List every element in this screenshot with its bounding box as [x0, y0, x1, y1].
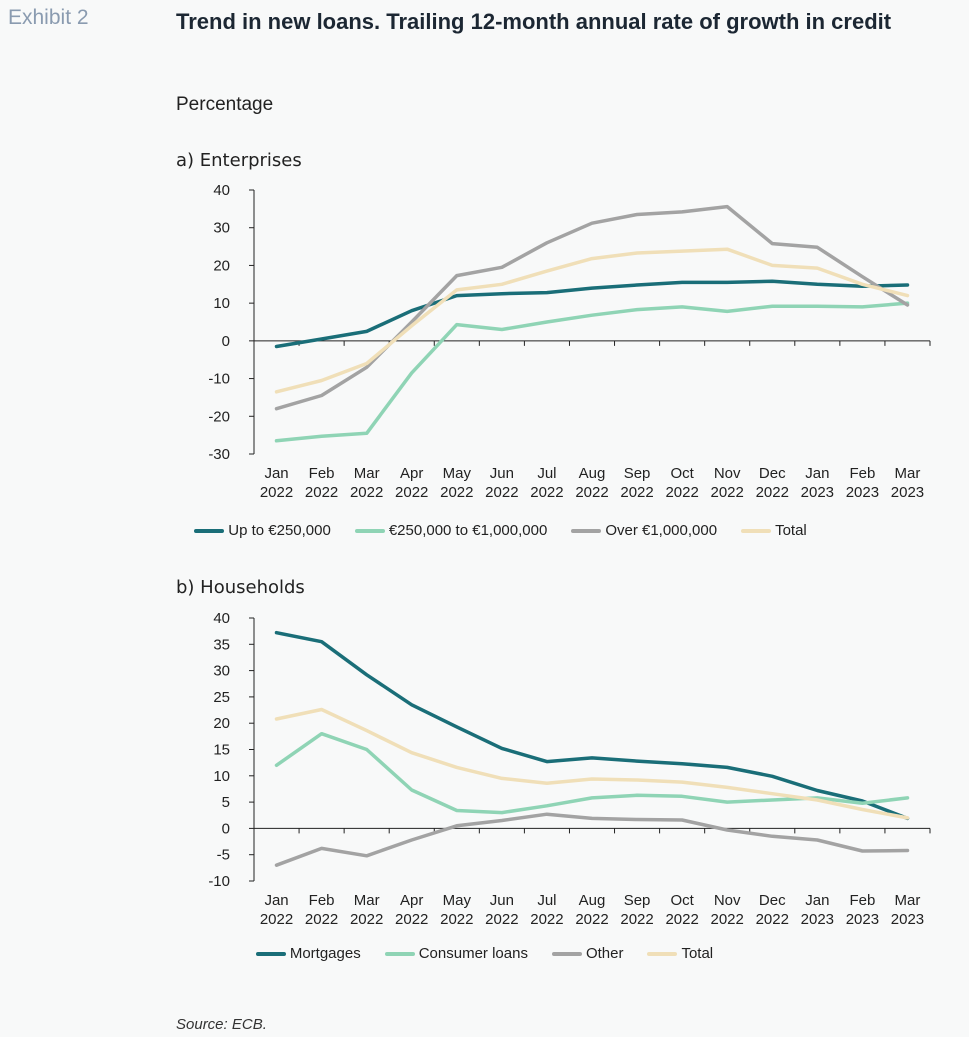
x-tick-label: Apr 2022 — [395, 892, 428, 928]
legend-label: Over €1,000,000 — [605, 522, 718, 539]
y-tick-label: 0 — [222, 820, 230, 837]
x-tick-label: Feb 2023 — [846, 465, 879, 501]
x-tick-label: Nov 2022 — [711, 465, 744, 501]
x-tick-label: Jun 2022 — [485, 465, 518, 501]
chart-title: Trend in new loans. Trailing 12-month an… — [176, 9, 892, 34]
y-tick-label: 10 — [213, 768, 230, 785]
legend-label: Up to €250,000 — [228, 522, 331, 539]
y-tick-label: 5 — [222, 794, 230, 811]
enterprises-chart: 40 30 20 10 0 -10 -20 -30 Jan 2022 Feb 2022 Mar 2022 A… — [208, 182, 931, 501]
legend-label: €250,000 to €1,000,000 — [388, 522, 548, 539]
households-legend: Mortgages Consumer loans Other Total — [0, 945, 969, 962]
legend-item: €250,000 to €1,000,000 — [354, 522, 548, 539]
legend-item: Over €1,000,000 — [571, 522, 717, 539]
panel-b-title: b) Households — [176, 577, 305, 598]
y-tick-label: 40 — [213, 610, 230, 627]
x-tick-label: Mar 2022 — [350, 465, 383, 501]
y-tick-label: 20 — [213, 715, 230, 732]
y-tick-label: 30 — [213, 220, 230, 237]
x-tick-label: Dec 2022 — [756, 892, 789, 928]
legend-swatch — [741, 528, 772, 533]
x-tick-label: Sep 2022 — [620, 892, 653, 928]
x-tick-label: Nov 2022 — [711, 892, 744, 928]
x-tick-label: Feb 2023 — [846, 892, 879, 928]
legend-label: Other — [585, 945, 624, 962]
x-tick-label: Sep 2022 — [620, 465, 653, 501]
x-tick-label: Aug 2022 — [575, 892, 608, 928]
x-tick-label: Apr 2022 — [395, 465, 428, 501]
legend-item: Up to €250,000 — [194, 522, 331, 539]
legend-item: Total — [647, 945, 713, 962]
legend-item: Total — [741, 522, 807, 539]
x-tick-label: Oct 2022 — [665, 892, 698, 928]
legend-label: Total — [681, 945, 714, 962]
series-line-1 — [274, 630, 910, 821]
x-tick-label: Feb 2022 — [305, 465, 338, 501]
x-tick-label: Dec 2022 — [756, 465, 789, 501]
households-chart: 40 35 30 25 20 15 10 5 0 -5 -10 Jan 2022 Feb 2022 Mar 20… — [208, 610, 931, 928]
x-tick-label: Mar 2022 — [350, 892, 383, 928]
legend-swatch — [647, 951, 678, 956]
x-tick-label: Jul 2022 — [530, 892, 563, 928]
x-tick-label: Aug 2022 — [575, 465, 608, 501]
legend-swatch — [551, 951, 582, 956]
x-tick-label: May 2022 — [440, 465, 473, 501]
x-tick-label: Jan 2023 — [801, 465, 834, 501]
legend-item: Mortgages — [255, 945, 361, 962]
series-line-3 — [274, 812, 910, 867]
legend-swatch — [571, 528, 602, 533]
y-tick-label: -20 — [208, 408, 230, 425]
x-tick-label: Oct 2022 — [665, 465, 698, 501]
legend-swatch — [354, 528, 385, 533]
panel-a-title: a) Enterprises — [176, 150, 302, 171]
series-line-4 — [274, 707, 910, 820]
series-line-4 — [274, 247, 910, 394]
legend-label: Consumer loans — [418, 945, 528, 962]
y-tick-label: -30 — [208, 446, 230, 463]
legend-swatch — [194, 528, 225, 533]
x-tick-label: May 2022 — [440, 892, 473, 928]
chart-subtitle: Percentage — [176, 94, 274, 115]
x-tick-label: Jun 2022 — [485, 892, 518, 928]
legend-label: Total — [775, 522, 807, 539]
y-tick-label: 25 — [213, 689, 230, 706]
legend-swatch — [255, 951, 286, 956]
y-tick-label: -5 — [217, 847, 230, 864]
legend-label: Mortgages — [289, 945, 361, 962]
x-tick-label: Jan 2022 — [260, 465, 293, 501]
y-tick-label: 35 — [213, 636, 230, 653]
y-tick-label: 15 — [213, 742, 230, 759]
x-tick-label: Jul 2022 — [530, 465, 563, 501]
legend-item: Consumer loans — [384, 945, 528, 962]
y-tick-label: 20 — [213, 257, 230, 274]
y-tick-label: 30 — [213, 663, 230, 680]
y-tick-label: 10 — [213, 295, 230, 312]
y-tick-label: -10 — [208, 371, 230, 388]
y-tick-label: -10 — [208, 873, 230, 890]
series-line-1 — [274, 279, 910, 349]
x-tick-label: Mar 2023 — [891, 465, 924, 501]
series-line-2 — [274, 301, 910, 443]
exhibit-label: Exhibit 2 — [8, 6, 89, 29]
y-tick-label: 0 — [222, 333, 230, 350]
x-tick-label: Feb 2022 — [305, 892, 338, 928]
x-tick-label: Jan 2023 — [801, 892, 834, 928]
x-tick-label: Mar 2023 — [891, 892, 924, 928]
enterprises-legend: Up to €250,000 €250,000 to €1,000,000 Over… — [16, 522, 969, 539]
x-tick-label: Jan 2022 — [260, 892, 293, 928]
legend-swatch — [384, 951, 415, 956]
source-note: Source: ECB. — [176, 1016, 267, 1033]
y-tick-label: 40 — [213, 182, 230, 199]
legend-item: Other — [551, 945, 624, 962]
